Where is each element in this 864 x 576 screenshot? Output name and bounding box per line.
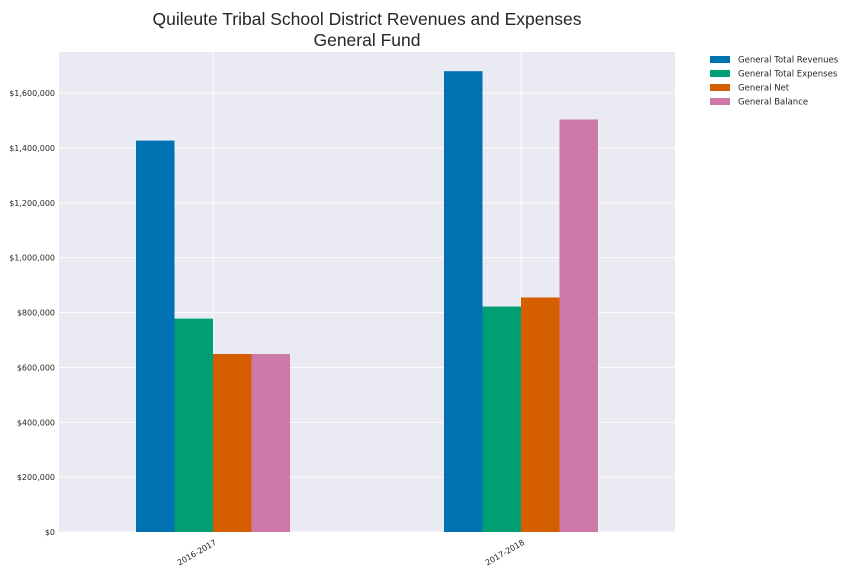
legend-label: General Total Expenses	[738, 70, 838, 80]
bar-general-total-expenses-2017-2018	[482, 306, 521, 532]
legend-swatch	[710, 84, 730, 91]
bar-general-total-expenses-2016-2017	[174, 318, 213, 532]
bar-general-balance-2016-2017	[251, 353, 290, 532]
legend-label: General Total Revenues	[738, 56, 839, 66]
y-tick-label: $0	[45, 528, 55, 537]
y-tick-label: $800,000	[17, 309, 55, 318]
legend-label: General Balance	[738, 98, 808, 108]
bar-general-net-2016-2017	[213, 353, 252, 532]
x-tick-label: 2017-2018	[484, 538, 526, 568]
legend-swatch	[710, 56, 730, 63]
chart-title: Quileute Tribal School District Revenues…	[153, 9, 582, 29]
legend-label: General Net	[738, 84, 790, 94]
bars	[136, 71, 598, 532]
x-tick-label: 2016-2017	[176, 538, 218, 568]
bar-general-net-2017-2018	[521, 297, 560, 532]
y-tick-label: $200,000	[17, 473, 55, 482]
legend-swatch	[710, 70, 730, 77]
y-tick-label: $400,000	[17, 418, 55, 427]
chart-subtitle: General Fund	[313, 30, 420, 50]
y-tick-label: $1,200,000	[9, 199, 55, 208]
y-tick-label: $1,600,000	[9, 89, 55, 98]
bar-general-balance-2017-2018	[559, 119, 598, 532]
y-tick-label: $1,400,000	[9, 144, 55, 153]
bar-general-total-revenues-2017-2018	[444, 71, 483, 532]
bar-general-total-revenues-2016-2017	[136, 140, 175, 532]
legend-swatch	[710, 98, 730, 105]
y-tick-label: $1,000,000	[9, 254, 55, 263]
x-axis-tick-labels: 2016-2017 2017-2018	[176, 538, 526, 568]
y-tick-label: $600,000	[17, 363, 55, 372]
legend: General Total Revenues General Total Expe…	[710, 56, 839, 108]
y-axis-tick-labels: $0 $200,000 $400,000 $600,000 $800,000 $1,000…	[9, 89, 55, 537]
chart-title-group: Quileute Tribal School District Revenues…	[153, 9, 582, 50]
